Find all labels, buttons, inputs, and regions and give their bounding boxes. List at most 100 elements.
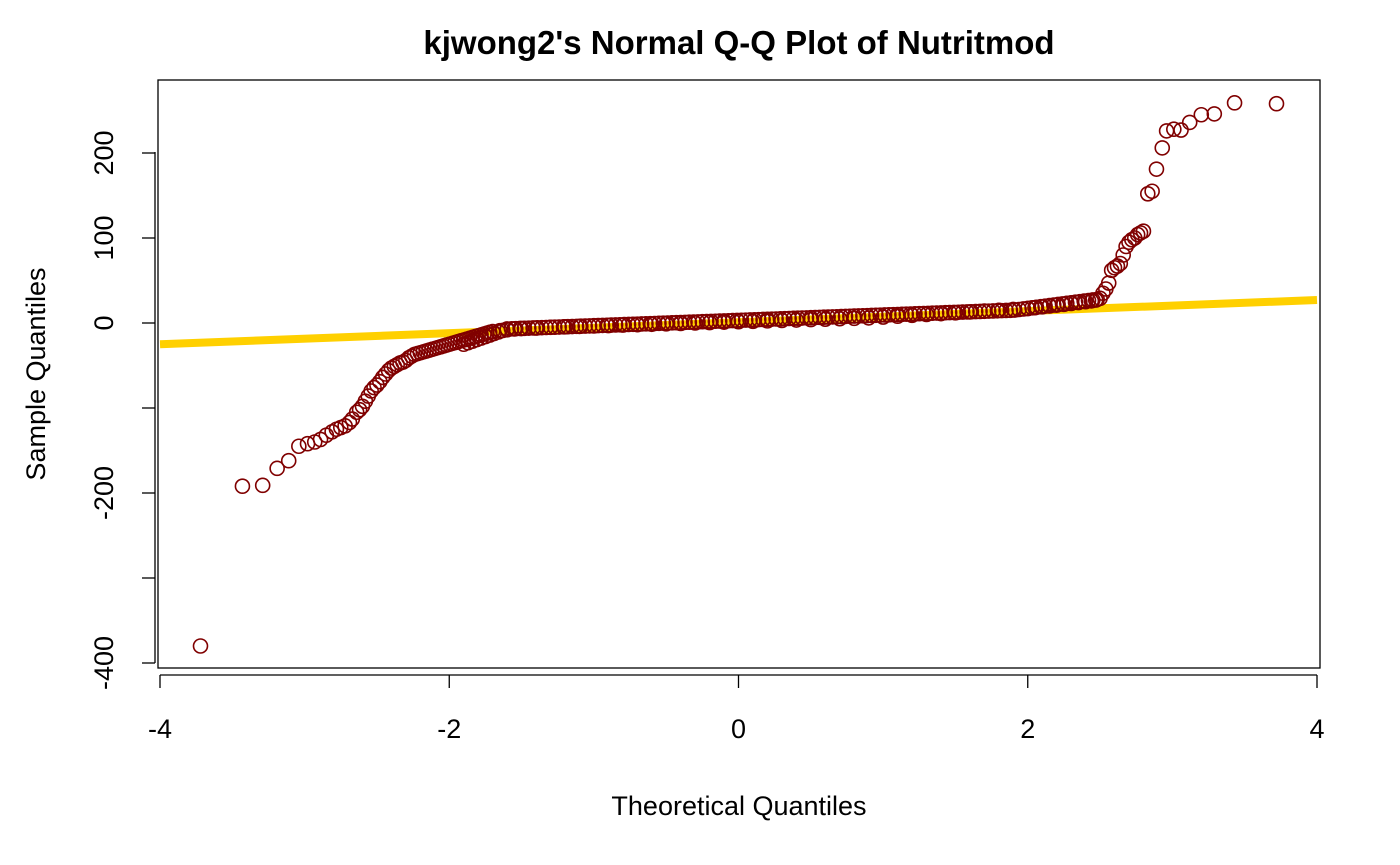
data-point: [668, 314, 685, 331]
data-point: [894, 306, 910, 323]
data-point: [366, 379, 382, 396]
data-point: [829, 308, 845, 325]
x-axis-label: Theoretical Quantiles: [611, 791, 866, 821]
data-point: [1115, 247, 1132, 263]
data-point: [768, 311, 784, 327]
data-point: [711, 313, 728, 329]
data-point: [803, 309, 819, 326]
data-point: [833, 308, 849, 325]
data-point: [868, 307, 884, 324]
data-point: [859, 307, 876, 324]
data-point: [889, 306, 906, 323]
data-point: [872, 307, 889, 323]
data-point: [998, 302, 1014, 319]
data-point: [963, 303, 980, 320]
data-point: [507, 320, 524, 337]
data-point: [755, 311, 771, 328]
data-point: [924, 305, 941, 322]
data-point: [776, 310, 793, 327]
data-point: [341, 414, 358, 431]
data-point: [846, 308, 863, 324]
data-point: [642, 315, 659, 332]
data-point: [1173, 122, 1189, 138]
data-point: [1206, 106, 1223, 122]
data-point: [742, 312, 758, 328]
data-point: [655, 315, 672, 331]
data-point: [898, 306, 915, 322]
data-point: [551, 319, 567, 335]
data-point: [1144, 183, 1160, 200]
data-point: [291, 438, 307, 455]
data-point: [577, 318, 593, 334]
data-point: [698, 313, 715, 330]
data-point: [690, 314, 706, 330]
data-point: [512, 320, 528, 337]
data-point: [685, 314, 702, 330]
data-point: [377, 366, 394, 382]
data-point: [937, 304, 954, 321]
data-point: [911, 305, 928, 322]
data-point: [954, 304, 971, 320]
data-point: [707, 313, 724, 330]
y-tick-label: 0: [89, 315, 119, 330]
data-point: [503, 320, 520, 337]
data-point: [907, 306, 923, 322]
data-point: [928, 305, 945, 321]
data-point: [269, 460, 285, 477]
data-point: [811, 309, 828, 326]
data-point: [985, 303, 1001, 319]
data-point: [694, 313, 711, 330]
data-point: [254, 477, 271, 494]
data-point: [234, 478, 251, 495]
data-point: [876, 307, 893, 323]
data-point: [807, 309, 823, 326]
data-point: [542, 319, 559, 336]
data-point: [1132, 225, 1149, 241]
data-point: [1226, 95, 1243, 111]
data-point: [529, 320, 546, 336]
x-axis: -4 -2 0 2 4: [148, 675, 1325, 744]
y-tick-label: -400: [89, 636, 119, 690]
data-point: [555, 319, 572, 335]
data-point: [798, 310, 815, 326]
chart-title: kjwong2's Normal Q-Q Plot of Nutritmod: [423, 24, 1054, 61]
data-point: [1112, 255, 1129, 272]
data-point: [850, 308, 867, 324]
data-point: [920, 305, 936, 322]
y-tick-label: -200: [89, 466, 119, 520]
data-point: [594, 317, 611, 334]
data-point: [681, 314, 698, 331]
data-point: [902, 306, 919, 322]
data-point: [677, 314, 693, 331]
data-point: [989, 302, 1006, 319]
data-point: [651, 315, 667, 332]
data-point: [363, 383, 379, 399]
data-point: [520, 320, 537, 336]
data-point: [620, 316, 637, 333]
data-point: [516, 320, 533, 337]
y-tick-label: 200: [89, 130, 119, 175]
data-point: [837, 308, 854, 325]
data-point: [629, 316, 646, 332]
data-point: [842, 308, 858, 325]
data-point: [599, 317, 615, 334]
data-point: [612, 316, 628, 333]
data-point: [1135, 223, 1152, 239]
data-point: [659, 315, 676, 331]
data-point: [972, 303, 988, 320]
data-point: [794, 310, 810, 326]
data-point: [885, 306, 902, 323]
data-point: [1148, 161, 1165, 177]
data-point: [499, 321, 515, 337]
x-tick-label: 2: [1020, 714, 1035, 744]
data-point: [993, 302, 1010, 319]
data-point: [564, 318, 580, 335]
data-point: [1154, 140, 1171, 156]
data-point: [633, 316, 650, 332]
data-point: [716, 313, 732, 329]
data-point: [781, 310, 797, 327]
data-point: [789, 310, 806, 326]
data-point: [351, 401, 368, 418]
data-point: [703, 313, 719, 330]
